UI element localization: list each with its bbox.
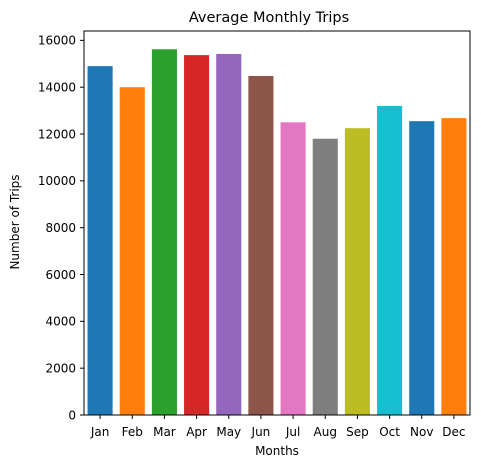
x-tick-label-may: May xyxy=(216,425,241,439)
x-axis-title: Months xyxy=(255,444,299,458)
x-tick-label-aug: Aug xyxy=(314,425,337,439)
y-axis-title: Number of Trips xyxy=(8,174,22,269)
bar-may xyxy=(216,53,242,415)
y-tick-label-10000: 10000 xyxy=(38,174,76,188)
y-tick-label-12000: 12000 xyxy=(38,127,76,141)
bar-mar xyxy=(151,49,177,415)
bar-nov xyxy=(409,121,435,416)
bar-aug xyxy=(312,138,338,415)
y-tick-label-4000: 4000 xyxy=(45,315,76,329)
x-tick-label-jan: Jan xyxy=(90,425,110,439)
x-tick-label-feb: Feb xyxy=(122,425,143,439)
plot-area: Jan Feb Mar Apr May Jun Jul Aug Sep Oct Nov Dec 0 200… xyxy=(38,30,471,439)
y-tick-label-0: 0 xyxy=(68,408,76,422)
bar-dec xyxy=(441,118,467,415)
y-tick-label-8000: 8000 xyxy=(45,221,76,235)
bar-oct xyxy=(377,105,403,416)
bar-jan xyxy=(87,66,113,416)
x-tick-label-jul: Jul xyxy=(285,425,300,439)
y-tick-label-14000: 14000 xyxy=(38,80,76,94)
bar-feb xyxy=(119,87,145,415)
bar-sep xyxy=(344,128,370,416)
bar-jul xyxy=(280,122,306,415)
x-tick-label-nov: Nov xyxy=(410,425,433,439)
plot-frame xyxy=(83,30,471,416)
bar-apr xyxy=(184,55,210,416)
x-tick-label-oct: Oct xyxy=(379,425,400,439)
chart-title: Average Monthly Trips xyxy=(189,10,349,26)
x-tick-label-mar: Mar xyxy=(153,425,176,439)
x-tick-label-jun: Jun xyxy=(251,425,271,439)
x-tick-label-apr: Apr xyxy=(186,425,207,439)
y-tick-label-6000: 6000 xyxy=(45,268,76,282)
x-tick-label-dec: Dec xyxy=(442,425,465,439)
x-tick-label-sep: Sep xyxy=(346,425,369,439)
y-tick-label-16000: 16000 xyxy=(38,34,76,48)
y-tick-label-2000: 2000 xyxy=(45,361,76,375)
bar-jun xyxy=(248,75,274,416)
